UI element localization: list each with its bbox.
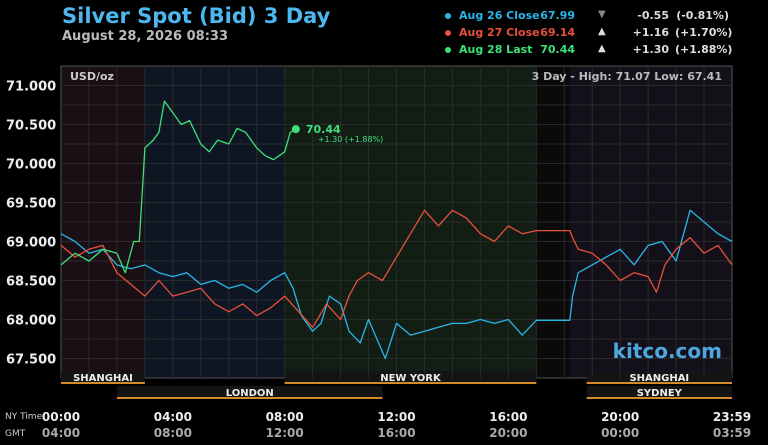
legend-change: +1.30 [632, 43, 669, 56]
kitco-watermark: kitco.com [613, 339, 722, 363]
y-tick-label: 69.000 [6, 236, 56, 251]
legend-change: +1.16 [632, 26, 669, 39]
session-bar-bg [61, 371, 145, 383]
legend-row-aug28: Aug 28 Last 70.44 ▲ +1.30 (+1.88%) [445, 43, 735, 60]
last-point-marker [291, 125, 300, 134]
y-tick-label: 69.500 [6, 197, 56, 212]
session-bar-bg [116, 386, 383, 398]
session-bar-bg [586, 386, 732, 398]
legend-label: Aug 28 Last [459, 43, 533, 56]
x-tick-ny: 20:00 [601, 410, 639, 424]
legend-value: 67.99 [540, 9, 575, 22]
range-label: 3 Day - High: 71.07 Low: 67.41 [532, 70, 722, 83]
series-line-0 [60, 209, 733, 360]
legend-pct: (-0.81%) [676, 9, 729, 22]
x-tick-ny: 12:00 [377, 410, 415, 424]
y-tick-label: 71.000 [6, 80, 56, 95]
y-tick-label: 68.500 [6, 275, 56, 290]
y-tick-label: 67.500 [6, 353, 56, 368]
x-tick-ny: 04:00 [154, 410, 192, 424]
down-arrow-icon: ▼ [598, 9, 606, 20]
y-tick-label: 70.000 [6, 158, 56, 173]
legend-change: -0.55 [637, 9, 669, 22]
session-label: LONDON [226, 388, 274, 399]
session-bar-bg [284, 371, 537, 383]
legend-value: 70.44 [540, 43, 575, 56]
legend-row-aug26: Aug 26 Close 67.99 ▼ -0.55 (-0.81%) [445, 9, 735, 26]
last-change-label: +1.30 (+1.88%) [318, 135, 383, 144]
x-tick-gmt: 20:00 [489, 426, 527, 440]
session-label: NEW YORK [380, 373, 442, 384]
y-tick-label: 70.500 [6, 119, 56, 134]
legend-pct: (+1.70%) [675, 26, 733, 39]
last-price-label: 70.44 [306, 123, 341, 136]
unit-label: USD/oz [70, 70, 114, 83]
session-label: SHANGHAI [73, 373, 133, 384]
x-tick-gmt: 08:00 [154, 426, 192, 440]
series-dot-icon [445, 13, 451, 19]
session-label: SHANGHAI [629, 373, 689, 384]
legend-pct: (+1.88%) [675, 43, 733, 56]
x-tick-gmt: 00:00 [601, 426, 639, 440]
legend-value: 69.14 [540, 26, 575, 39]
legend: Aug 26 Close 67.99 ▼ -0.55 (-0.81%) Aug … [445, 9, 735, 60]
series-dot-icon [445, 30, 451, 36]
x-tick-ny: 00:00 [42, 410, 80, 424]
series-line-2 [60, 100, 297, 274]
up-arrow-icon: ▲ [598, 43, 606, 54]
x-tick-gmt: 12:00 [266, 426, 304, 440]
chart-timestamp: August 28, 2026 08:33 [62, 29, 228, 44]
x-tick-ny: 16:00 [489, 410, 527, 424]
ny-time-label: NY Time [5, 412, 43, 422]
legend-row-aug27: Aug 27 Close 69.14 ▲ +1.16 (+1.70%) [445, 26, 735, 43]
gmt-label: GMT [5, 429, 26, 439]
x-tick-ny: 23:59 [713, 410, 751, 424]
x-tick-gmt: 04:00 [42, 426, 80, 440]
legend-label: Aug 26 Close [459, 9, 540, 22]
series-line-1 [60, 209, 733, 328]
y-tick-label: 68.000 [6, 314, 56, 329]
session-label: SYDNEY [637, 388, 683, 399]
x-tick-gmt: 16:00 [377, 426, 415, 440]
x-tick-ny: 08:00 [266, 410, 304, 424]
legend-label: Aug 27 Close [459, 26, 540, 39]
up-arrow-icon: ▲ [598, 26, 606, 37]
x-tick-gmt: 03:59 [713, 426, 751, 440]
session-bar-bg [586, 371, 732, 383]
series-dot-icon [445, 47, 451, 53]
chart-title: Silver Spot (Bid) 3 Day [62, 4, 331, 28]
